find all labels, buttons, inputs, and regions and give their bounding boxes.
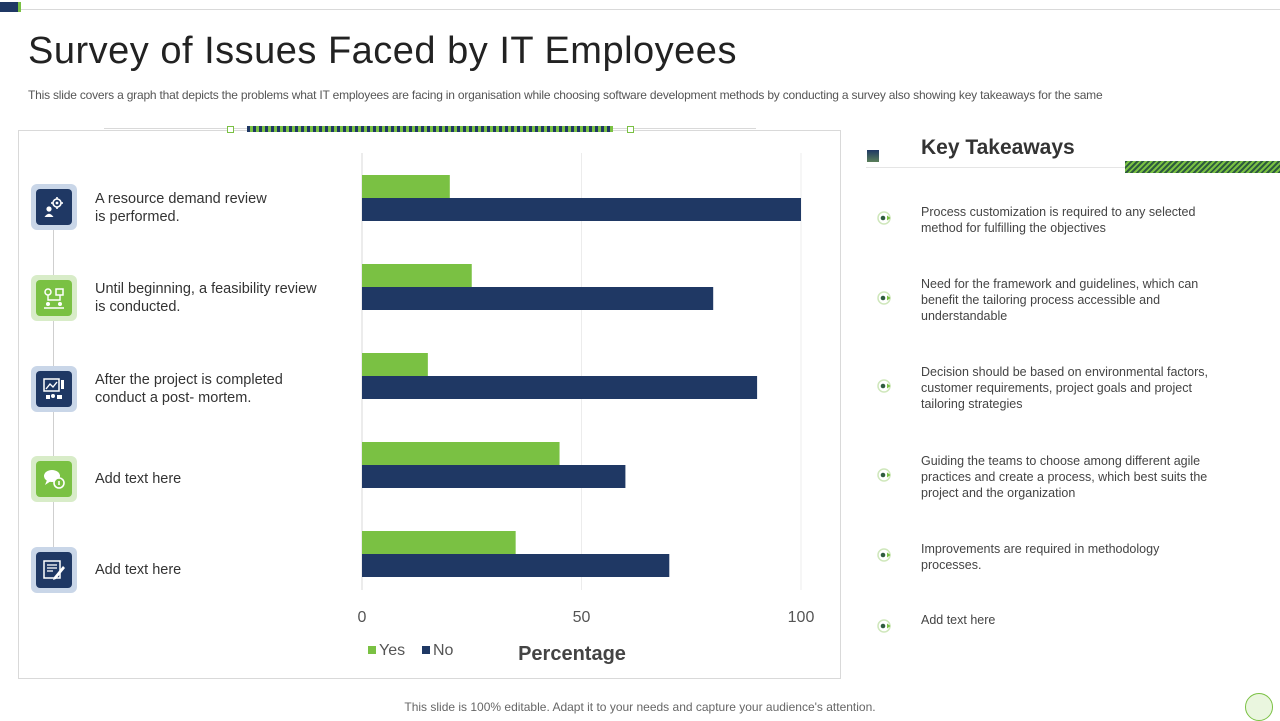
item-icon-box-5 bbox=[31, 547, 77, 593]
top-accent-block bbox=[0, 2, 18, 12]
takeaway-item-6: Add text here bbox=[921, 613, 996, 627]
item-icon-box-4 bbox=[31, 456, 77, 502]
takeaway-item-2: Need for the framework and guidelines, w… bbox=[921, 277, 1199, 323]
item-icon-box-2 bbox=[31, 275, 77, 321]
flowchart-icon bbox=[44, 288, 64, 309]
panel-accent-dot-right bbox=[627, 126, 634, 133]
item-label-4: Add text here bbox=[95, 471, 182, 487]
takeaway-bullet-icon bbox=[877, 619, 891, 633]
item-icon-box-1 bbox=[31, 184, 77, 230]
takeaway-bullet-icon bbox=[877, 548, 891, 562]
footer-note: This slide is 100% editable. Adapt it to… bbox=[404, 700, 876, 714]
takeaways-rule bbox=[866, 167, 1280, 168]
item-label-3: After the project is completed conduct a … bbox=[95, 372, 283, 406]
panel-accent-bar bbox=[247, 126, 613, 132]
page-title: Survey of Issues Faced by IT Employees bbox=[28, 30, 737, 72]
item-icon-box-3 bbox=[31, 366, 77, 412]
item-label-5: Add text here bbox=[95, 562, 182, 578]
takeaways-accent-bar bbox=[1125, 161, 1280, 173]
takeaway-item-4: Guiding the teams to choose among differ… bbox=[921, 454, 1208, 500]
takeaway-item-3: Decision should be based on environmenta… bbox=[921, 365, 1208, 411]
item-label-1: A resource demand review is performed. bbox=[95, 191, 267, 225]
presentation-icon bbox=[43, 378, 64, 399]
takeaways-square-icon bbox=[867, 150, 879, 162]
chat-icon bbox=[44, 470, 65, 489]
panel-accent-dot-left bbox=[227, 126, 234, 133]
corner-circle-decoration bbox=[1245, 693, 1273, 721]
takeaway-bullet-icon bbox=[877, 379, 891, 393]
takeaway-bullet-icon bbox=[877, 468, 891, 482]
takeaway-item-1: Process customization is required to any… bbox=[921, 205, 1196, 235]
item-label-2: Until beginning, a feasibility review is … bbox=[95, 281, 317, 315]
takeaways-title: Key Takeaways bbox=[921, 136, 1075, 159]
document-icon bbox=[43, 560, 65, 580]
takeaway-bullet-icon bbox=[877, 211, 891, 225]
top-rule bbox=[0, 9, 1280, 10]
page-subtitle: This slide covers a graph that depicts t… bbox=[28, 88, 1103, 102]
takeaway-bullet-icon bbox=[877, 291, 891, 305]
gear-user-icon bbox=[44, 197, 63, 217]
top-accent-mark bbox=[18, 2, 21, 12]
takeaway-item-5: Improvements are required in methodology… bbox=[921, 542, 1160, 572]
